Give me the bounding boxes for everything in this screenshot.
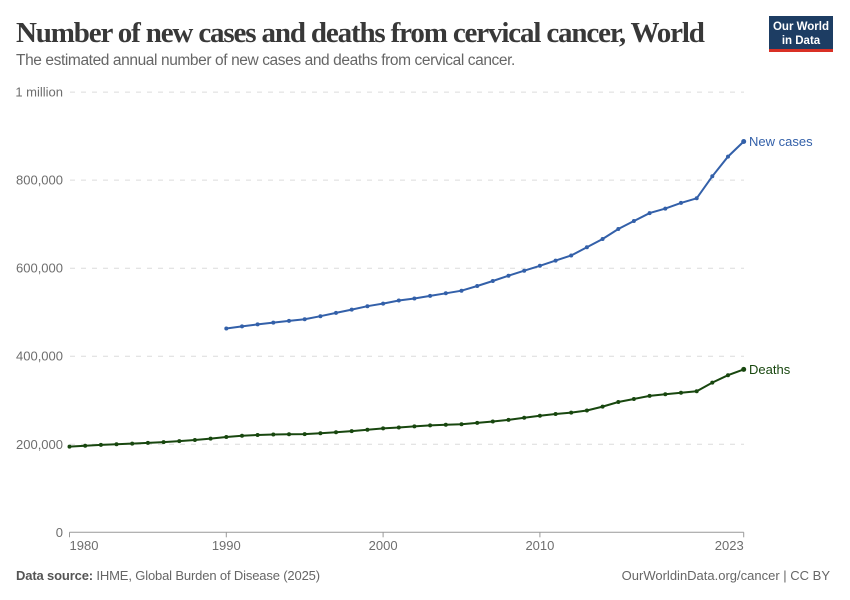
svg-text:800,000: 800,000	[16, 173, 63, 188]
svg-text:2010: 2010	[525, 538, 554, 553]
svg-text:200,000: 200,000	[16, 437, 63, 452]
svg-text:1980: 1980	[70, 538, 99, 553]
svg-text:400,000: 400,000	[16, 349, 63, 364]
svg-text:Deaths: Deaths	[749, 362, 791, 377]
svg-text:1990: 1990	[212, 538, 241, 553]
svg-text:New cases: New cases	[749, 134, 813, 149]
svg-text:600,000: 600,000	[16, 261, 63, 276]
svg-text:2023: 2023	[715, 538, 744, 553]
svg-text:1 million: 1 million	[15, 85, 63, 100]
svg-text:2000: 2000	[369, 538, 398, 553]
svg-text:0: 0	[56, 525, 63, 540]
